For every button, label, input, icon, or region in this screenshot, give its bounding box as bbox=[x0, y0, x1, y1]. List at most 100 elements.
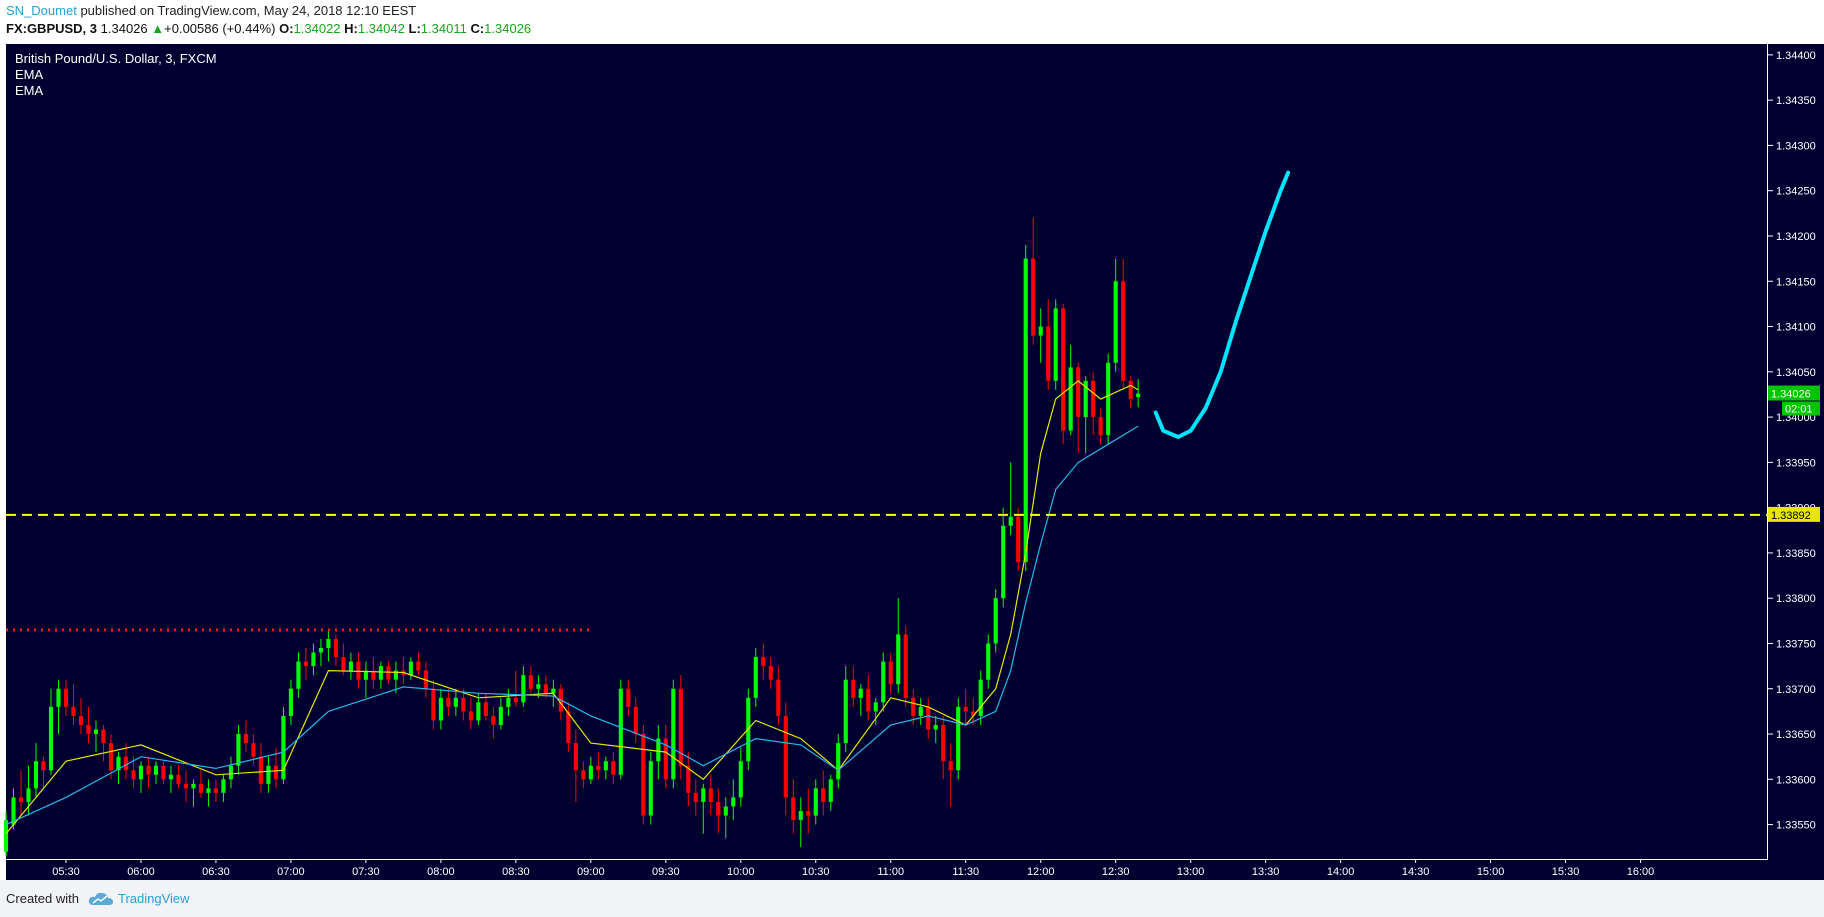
candle-bear bbox=[446, 697, 451, 707]
candle-bear bbox=[513, 697, 518, 703]
candle-bear bbox=[528, 675, 533, 689]
chart-container[interactable]: 1.34400 1.34350 1.34300 1.34250 1.34200 1.341… bbox=[0, 44, 1824, 880]
y-tick-label: 1.34350 bbox=[1776, 95, 1816, 107]
candle-bull bbox=[363, 670, 368, 680]
candle-bear bbox=[461, 697, 466, 712]
y-tick-label: 1.34250 bbox=[1776, 186, 1816, 198]
candle-bear bbox=[633, 706, 638, 735]
candle-bull bbox=[236, 734, 241, 766]
x-tick-label: 14:00 bbox=[1327, 866, 1355, 878]
candle-bull bbox=[153, 765, 159, 775]
candle-bull bbox=[551, 688, 556, 694]
y-tick-label: 1.33850 bbox=[1776, 548, 1816, 560]
symbol-name: FX:GBPUSD, 3 bbox=[6, 21, 98, 36]
x-tick-label: 10:30 bbox=[802, 866, 830, 878]
last-price-tag bbox=[1768, 385, 1820, 401]
candle-bear bbox=[78, 715, 84, 725]
countdown-label: 02:01 bbox=[1785, 404, 1813, 416]
close-value: 1.34026 bbox=[484, 21, 532, 36]
candle-bear bbox=[1091, 380, 1096, 418]
high-value: 1.34042 bbox=[357, 21, 405, 36]
candle-bull bbox=[896, 634, 901, 685]
price-axis-background bbox=[1768, 44, 1824, 859]
candle-bull bbox=[858, 688, 863, 698]
candle-bear bbox=[1031, 258, 1036, 336]
candle-bear bbox=[468, 711, 473, 721]
candle-bull bbox=[993, 598, 998, 644]
y-tick-label: 1.33700 bbox=[1776, 684, 1816, 696]
y-tick-label: 1.33950 bbox=[1776, 457, 1816, 469]
symbol-summary: FX:GBPUSD, 3 1.34026 ▲+0.00586 (+0.44%) … bbox=[6, 21, 531, 36]
candle-bear bbox=[176, 774, 181, 784]
candle-bear bbox=[198, 783, 204, 793]
candle-bear bbox=[1016, 516, 1021, 562]
candle-bull bbox=[33, 761, 39, 789]
candle-bull bbox=[1136, 393, 1141, 398]
candle-bear bbox=[123, 756, 129, 771]
ema-layer bbox=[5, 380, 1139, 834]
candle-bear bbox=[273, 765, 278, 780]
legend-ema-2: EMA bbox=[15, 83, 44, 98]
candle-bear bbox=[716, 801, 721, 816]
candle-bear bbox=[71, 706, 76, 716]
candle-bull bbox=[986, 643, 991, 680]
low-value: 1.34011 bbox=[420, 21, 467, 36]
x-tick-label: 05:30 bbox=[52, 866, 80, 878]
hline-price-tag bbox=[1768, 506, 1820, 522]
footer: Created with TradingView bbox=[0, 880, 1824, 917]
candle-bull bbox=[191, 783, 196, 789]
candle-bear bbox=[611, 761, 616, 775]
x-tick-label: 07:00 bbox=[277, 866, 305, 878]
candle-bull bbox=[873, 702, 878, 712]
candle-bear bbox=[911, 697, 916, 716]
candle-bear bbox=[18, 797, 24, 802]
candle-bear bbox=[333, 638, 338, 658]
candle-bear bbox=[251, 743, 256, 757]
y-tick-label: 1.33800 bbox=[1776, 593, 1816, 605]
candle-bull bbox=[378, 666, 383, 680]
candle-bear bbox=[963, 706, 968, 712]
candle-bear bbox=[243, 734, 248, 744]
candle-bull bbox=[318, 648, 323, 653]
candle-bull bbox=[1001, 525, 1006, 599]
candle-bear bbox=[678, 688, 683, 766]
candle-bull bbox=[603, 761, 608, 771]
candle-bear bbox=[866, 688, 871, 712]
candle-bull bbox=[48, 706, 54, 771]
candle-bull bbox=[138, 765, 144, 780]
candle-bull bbox=[296, 661, 301, 689]
candle-bull bbox=[836, 743, 841, 780]
high-label: H: bbox=[344, 21, 358, 36]
price-axis[interactable]: 1.34400 1.34350 1.34300 1.34250 1.34200 1.341… bbox=[1768, 50, 1820, 832]
candle-bull bbox=[656, 738, 661, 762]
x-tick-label: 09:00 bbox=[577, 866, 605, 878]
tradingview-brand-link[interactable]: TradingView bbox=[118, 891, 190, 906]
candle-bull bbox=[453, 697, 458, 707]
price-chart[interactable]: 1.34400 1.34350 1.34300 1.34250 1.34200 1.341… bbox=[0, 44, 1824, 880]
candle-bull bbox=[671, 688, 676, 780]
ema-slow-line bbox=[5, 425, 1139, 826]
candle-bear bbox=[371, 670, 376, 680]
candle-bull bbox=[918, 706, 923, 716]
ema-fast-line bbox=[5, 380, 1139, 834]
candle-bear bbox=[663, 738, 668, 780]
published-text: published on TradingView.com, May 24, 20… bbox=[80, 3, 417, 18]
candle-bull bbox=[731, 797, 736, 807]
author-link[interactable]: SN_Doumet bbox=[6, 3, 77, 18]
x-tick-label: 13:30 bbox=[1252, 866, 1280, 878]
candle-bear bbox=[543, 684, 548, 694]
time-axis[interactable]: 05:30 06:00 06:30 07:00 07:30 08:00 08:30 09:00… bbox=[52, 859, 1654, 878]
candles-layer bbox=[3, 217, 1141, 857]
candle-bear bbox=[596, 765, 601, 771]
candle-bear bbox=[641, 734, 646, 816]
candle-bull bbox=[1038, 326, 1043, 336]
candle-bull bbox=[311, 652, 316, 667]
legend-title: British Pound/U.S. Dollar, 3, FXCM bbox=[15, 51, 217, 66]
candle-bear bbox=[416, 661, 421, 671]
candle-bear bbox=[821, 788, 826, 802]
candle-bull bbox=[498, 706, 503, 725]
x-tick-label: 07:30 bbox=[352, 866, 380, 878]
candle-bear bbox=[41, 761, 46, 771]
y-tick-label: 1.33550 bbox=[1776, 820, 1816, 832]
candle-bull bbox=[648, 761, 653, 816]
